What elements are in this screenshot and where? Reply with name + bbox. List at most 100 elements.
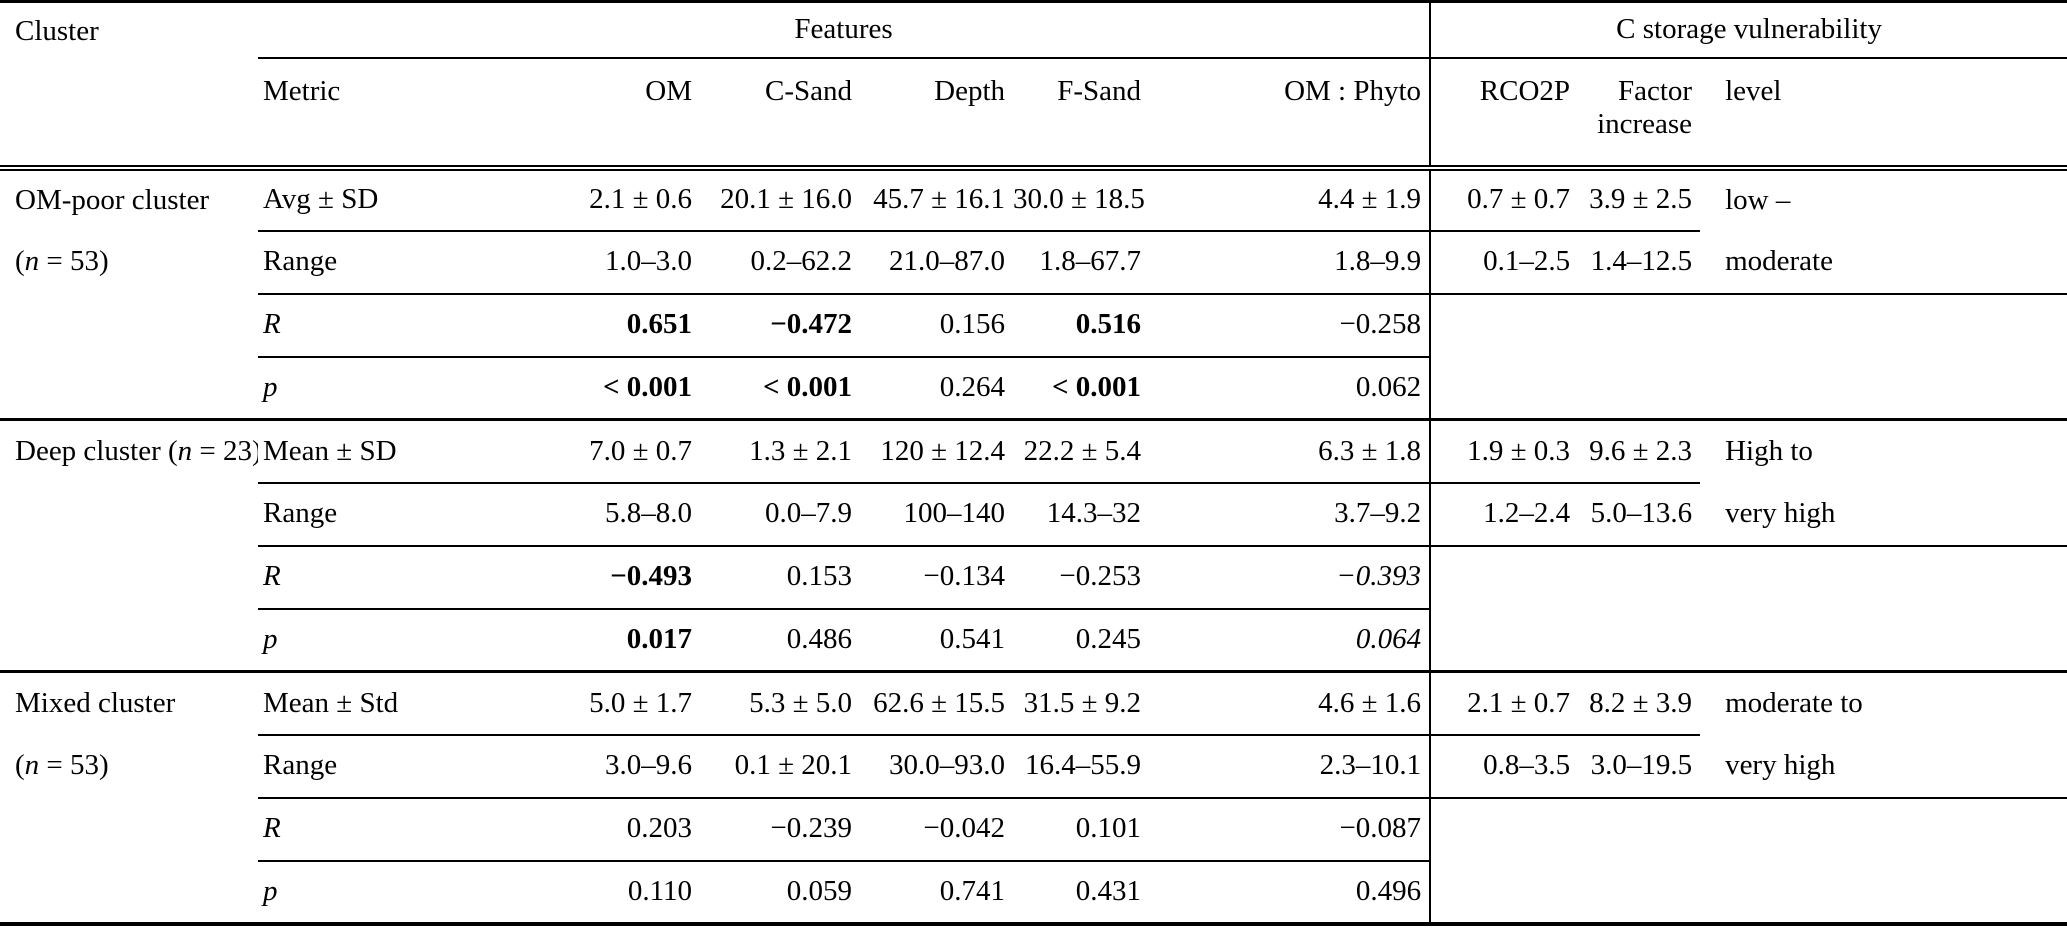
- group-header-row: Cluster Features C storage vulnerability: [0, 1, 2067, 171]
- value-cell-rco2p: [1429, 860, 1579, 926]
- column-header-metric: Metric: [258, 57, 425, 171]
- value-cell-om-phyto: 6.3 ± 1.8: [1149, 419, 1431, 484]
- value-cell-depth: 0.156: [860, 293, 1013, 358]
- value-cell-factor-increase: 3.0–19.5: [1578, 734, 1701, 799]
- value-cell-c-sand: 0.2–62.2: [700, 230, 860, 295]
- value-cell-c-sand: < 0.001: [700, 356, 860, 421]
- value-cell-depth: 45.7 ± 16.1: [860, 167, 1013, 232]
- metric-cell: R: [258, 797, 425, 862]
- value-cell-rco2p: [1429, 293, 1579, 357]
- value-cell-om: < 0.001: [425, 356, 700, 421]
- metric-cell: p: [258, 860, 425, 926]
- value-cell-level: [1700, 546, 2067, 609]
- value-cell-c-sand: −0.472: [700, 293, 860, 358]
- column-header-om-phyto: OM : Phyto: [1149, 57, 1431, 171]
- value-cell-om: 0.651: [425, 293, 700, 358]
- value-cell-depth: 0.741: [860, 860, 1013, 926]
- value-cell-factor-increase: [1578, 356, 1701, 421]
- metric-cell: R: [258, 293, 425, 358]
- value-cell-om: 7.0 ± 0.7: [425, 419, 700, 484]
- value-cell-depth: 62.6 ± 15.5: [860, 671, 1013, 736]
- value-cell-f-sand: 22.2 ± 5.4: [1013, 419, 1149, 484]
- value-cell-rco2p: [1429, 797, 1579, 861]
- value-cell-factor-increase: 1.4–12.5: [1578, 230, 1701, 295]
- value-cell-om-phyto: 0.064: [1149, 608, 1431, 673]
- cluster-cell: [0, 483, 258, 546]
- cluster-cell: [0, 546, 258, 609]
- metric-cell: R: [258, 545, 425, 610]
- value-cell-c-sand: 0.059: [700, 860, 860, 926]
- cluster-cell: [0, 608, 258, 673]
- value-cell-level: [1700, 860, 2067, 926]
- value-cell-c-sand: 0.1 ± 20.1: [700, 734, 860, 799]
- value-cell-depth: −0.042: [860, 797, 1013, 862]
- value-cell-level: [1700, 798, 2067, 861]
- value-cell-om-phyto: 4.4 ± 1.9: [1149, 167, 1431, 232]
- value-cell-c-sand: 0.153: [700, 545, 860, 610]
- table-row: R −0.493 0.153 −0.134 −0.253 −0.393: [0, 545, 2067, 610]
- table-row: (n = 53) Range 1.0–3.0 0.2–62.2 21.0–87.0 1.8…: [0, 230, 2067, 295]
- value-cell-rco2p: 1.9 ± 0.3: [1429, 419, 1579, 484]
- cluster-cell: (n = 53): [15, 749, 109, 782]
- value-cell-om-phyto: 0.062: [1149, 356, 1431, 421]
- cluster-cell: Deep cluster (n = 23): [15, 435, 258, 468]
- metric-cell: Mean ± Std: [258, 671, 425, 736]
- value-cell-om-phyto: −0.258: [1149, 293, 1431, 358]
- cluster-cell: [0, 356, 258, 421]
- table-row: Mixed cluster Mean ± Std 5.0 ± 1.7 5.3 ± 5.…: [0, 671, 2067, 736]
- value-cell-level: moderate: [1700, 230, 2067, 295]
- metric-cell: Avg ± SD: [258, 167, 425, 232]
- value-cell-level: moderate to: [1725, 687, 1863, 720]
- value-cell-f-sand: 31.5 ± 9.2: [1013, 671, 1149, 736]
- value-cell-factor-increase: [1578, 798, 1700, 861]
- value-cell-rco2p: 0.1–2.5: [1429, 230, 1579, 295]
- value-cell-om-phyto: 4.6 ± 1.6: [1149, 671, 1431, 736]
- cluster-cell: OM-poor cluster: [15, 183, 210, 216]
- value-cell-om: 0.203: [425, 797, 700, 862]
- table-row: R 0.203 −0.239 −0.042 0.101 −0.087: [0, 797, 2067, 862]
- value-cell-rco2p: 1.2–2.4: [1429, 482, 1579, 547]
- value-cell-f-sand: 14.3–32: [1013, 482, 1149, 547]
- value-cell-rco2p: [1429, 608, 1579, 673]
- value-cell-om-phyto: 3.7–9.2: [1149, 482, 1431, 547]
- value-cell-factor-increase: [1578, 608, 1701, 673]
- value-cell-c-sand: 0.0–7.9: [700, 482, 860, 547]
- value-cell-depth: 21.0–87.0: [860, 230, 1013, 295]
- column-header-f-sand: F-Sand: [1013, 57, 1149, 171]
- value-cell-rco2p: 0.7 ± 0.7: [1429, 167, 1579, 232]
- table-row: p < 0.001 < 0.001 0.264 < 0.001 0.062: [0, 356, 2067, 421]
- value-cell-f-sand: 16.4–55.9: [1013, 734, 1149, 799]
- value-cell-om-phyto: 0.496: [1149, 860, 1431, 926]
- value-cell-f-sand: −0.253: [1013, 545, 1149, 610]
- value-cell-level: High to: [1725, 435, 1813, 468]
- group-header-features: Features: [258, 1, 1431, 59]
- table-row: p 0.110 0.059 0.741 0.431 0.496: [0, 860, 2067, 926]
- value-cell-rco2p: [1429, 356, 1579, 421]
- table-row: Range 5.8–8.0 0.0–7.9 100–140 14.3–32 3.7–9.2…: [0, 482, 2067, 547]
- value-cell-depth: 120 ± 12.4: [860, 419, 1013, 484]
- value-cell-level: very high: [1700, 734, 2067, 799]
- table-body: OM-poor cluster Avg ± SD 2.1 ± 0.6 20.1 ± 1…: [0, 167, 2067, 926]
- value-cell-om: 0.017: [425, 608, 700, 673]
- value-cell-depth: 0.264: [860, 356, 1013, 421]
- table-row: p 0.017 0.486 0.541 0.245 0.064: [0, 608, 2067, 673]
- value-cell-f-sand: 0.431: [1013, 860, 1149, 926]
- value-cell-om: −0.493: [425, 545, 700, 610]
- value-cell-depth: −0.134: [860, 545, 1013, 610]
- value-cell-om-phyto: −0.393: [1149, 545, 1431, 610]
- value-cell-level: [1700, 608, 2067, 673]
- value-cell-f-sand: 0.245: [1013, 608, 1149, 673]
- value-cell-factor-increase: [1578, 860, 1701, 926]
- metric-cell: p: [258, 356, 425, 421]
- cluster-cell: [0, 294, 258, 357]
- table-row: R 0.651 −0.472 0.156 0.516 −0.258: [0, 293, 2067, 358]
- metric-cell: Range: [258, 230, 425, 295]
- value-cell-level: [1700, 294, 2067, 357]
- cluster-cell: Mixed cluster: [15, 687, 176, 720]
- value-cell-depth: 100–140: [860, 482, 1013, 547]
- value-cell-factor-increase: 8.2 ± 3.9: [1578, 671, 1701, 736]
- table-row: OM-poor cluster Avg ± SD 2.1 ± 0.6 20.1 ± 1…: [0, 167, 2067, 232]
- value-cell-level: [1700, 356, 2067, 421]
- value-cell-f-sand: 1.8–67.7: [1013, 230, 1149, 295]
